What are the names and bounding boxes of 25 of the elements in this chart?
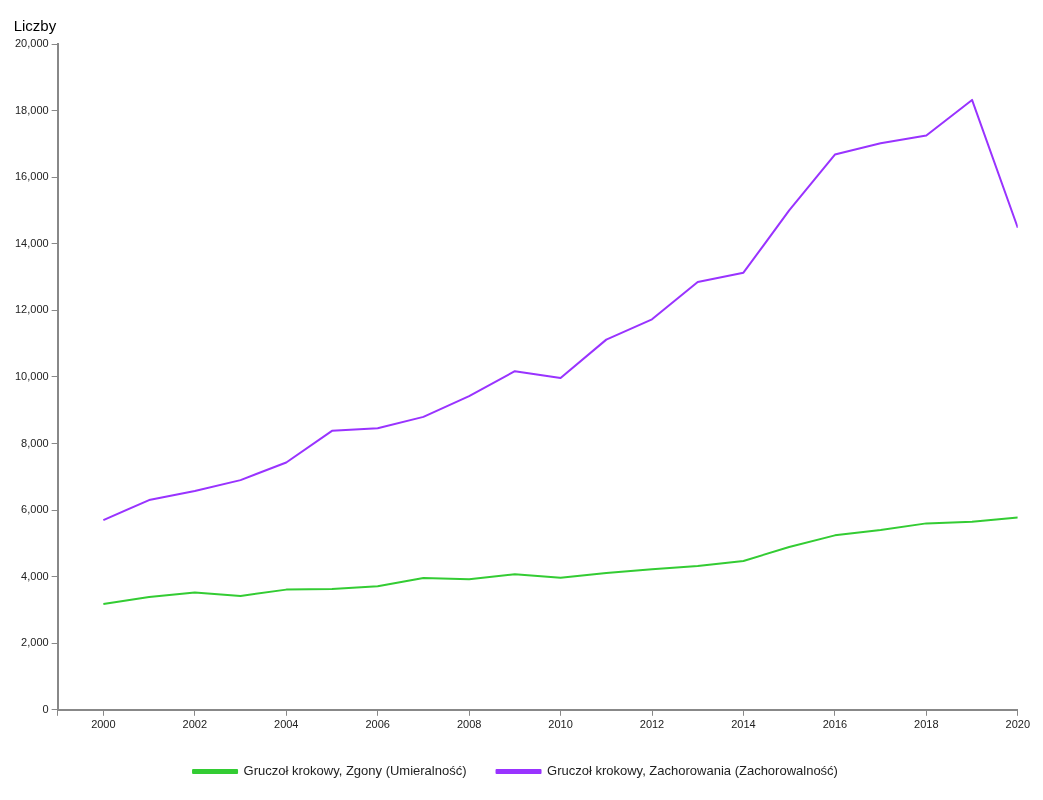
legend-label: Gruczoł krokowy, Zachorowania (Zachorowalność) xyxy=(547,763,838,779)
x-tick-label: 2008 xyxy=(456,718,482,731)
y-tick-label: 18,000 xyxy=(14,103,49,116)
x-tick-label: 2012 xyxy=(639,718,665,731)
y-tick-label: 16,000 xyxy=(14,170,49,183)
y-tick-label: 6,000 xyxy=(21,503,49,516)
x-tick-label: 2010 xyxy=(548,718,573,731)
y-tick-label: 12,000 xyxy=(14,303,49,316)
x-tick-label: 2020 xyxy=(1005,718,1031,731)
y-tick-label: 14,000 xyxy=(14,236,49,249)
y-tick-label: 4,000 xyxy=(21,569,49,582)
y-tick-label: 20,000 xyxy=(14,37,49,50)
x-tick-label: 2004 xyxy=(274,718,299,731)
x-tick-label: 2014 xyxy=(731,718,756,731)
y-tick-label: 0 xyxy=(42,702,49,715)
x-tick-label: 2002 xyxy=(182,718,208,731)
x-tick-label: 2006 xyxy=(365,718,390,731)
x-tick-label: 2016 xyxy=(822,718,848,731)
x-tick-label: 2018 xyxy=(914,718,939,731)
y-axis-title: Liczby xyxy=(13,16,57,34)
y-tick-label: 10,000 xyxy=(14,369,49,382)
y-tick-label: 8,000 xyxy=(21,436,49,449)
y-tick-label: 2,000 xyxy=(21,636,49,649)
x-tick-label: 2000 xyxy=(91,718,116,731)
legend-label: Gruczoł krokowy, Zgony (Umieralność) xyxy=(243,763,467,779)
